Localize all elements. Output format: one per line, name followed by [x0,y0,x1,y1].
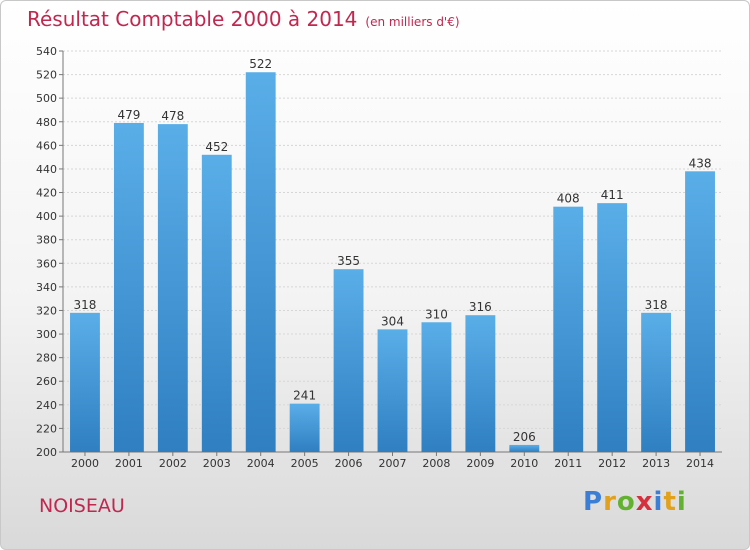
bar-value-label: 452 [205,140,228,154]
y-tick-label: 440 [36,163,57,176]
y-tick-label: 360 [36,257,57,270]
logo-letter: t [663,487,677,517]
bar [201,154,232,452]
bar [333,269,364,452]
x-tick-label: 2005 [291,457,319,470]
y-tick-label: 220 [36,422,57,435]
bar [113,122,144,452]
x-tick-label: 2001 [115,457,143,470]
y-tick-label: 340 [36,281,57,294]
bar [70,312,100,452]
y-tick-label: 500 [36,92,57,105]
y-tick-label: 280 [36,352,57,365]
bar [509,444,540,452]
chart-title-text: Résultat Comptable 2000 à 2014 [27,7,358,31]
bar [465,315,496,452]
bar-value-label: 438 [689,156,712,170]
bar-value-label: 241 [293,389,316,403]
bar-value-label: 411 [601,188,624,202]
x-tick-label: 2002 [159,457,187,470]
x-tick-label: 2014 [686,457,714,470]
bar-value-label: 318 [645,298,668,312]
x-tick-label: 2003 [203,457,231,470]
x-tick-label: 2008 [422,457,450,470]
y-tick-label: 260 [36,375,57,388]
x-tick-label: 2011 [554,457,582,470]
bar-value-label: 206 [513,430,536,444]
bar-value-label: 478 [161,109,184,123]
bar [289,403,320,452]
x-tick-label: 2012 [598,457,626,470]
bar-value-label: 316 [469,300,492,314]
chart-subtitle: (en milliers d'€) [365,15,460,29]
y-tick-label: 460 [36,139,57,152]
bar-value-label: 318 [74,298,97,312]
logo-letter: i [653,487,664,517]
proxiti-logo: Proxiti [583,487,687,517]
bar-value-label: 522 [249,57,272,71]
x-tick-label: 2013 [642,457,670,470]
bar-value-label: 408 [557,192,580,206]
y-tick-label: 200 [36,446,57,459]
x-tick-label: 2004 [247,457,275,470]
bar [641,312,672,452]
bars [70,72,715,453]
y-tick-label: 240 [36,399,57,412]
y-tick-label: 540 [36,45,57,58]
logo-letter: x [635,487,654,517]
logo-letter: i [676,487,687,517]
y-tick-label: 480 [36,116,57,129]
y-tick-label: 420 [36,187,57,200]
logo-letter: r [603,487,617,517]
bar [685,171,715,453]
y-tick-label: 300 [36,328,57,341]
bar-value-label: 304 [381,314,404,328]
bar [553,206,584,452]
x-tick-label: 2007 [379,457,407,470]
bar [377,329,408,452]
y-tick-label: 400 [36,210,57,223]
logo-letter: o [616,487,636,517]
chart-title: Résultat Comptable 2000 à 2014 (en millie… [27,7,460,31]
x-tick-label: 2009 [466,457,494,470]
bar [597,203,628,452]
bar-value-label: 310 [425,307,448,321]
logo-letter: P [583,487,604,517]
x-tick-label: 2000 [71,457,99,470]
y-tick-label: 520 [36,69,57,82]
bar-value-label: 355 [337,254,360,268]
x-tick-label: 2006 [335,457,363,470]
bar [157,124,188,452]
y-tick-label: 320 [36,304,57,317]
bar [245,72,276,453]
y-tick-label: 380 [36,234,57,247]
bar [421,322,452,452]
bar-value-label: 479 [117,108,140,122]
data-labels: 318 479 478 452 522 241 355 304 310 316 206 408 411 3… [74,57,712,444]
x-tick-label: 2010 [510,457,538,470]
location-name: NOISEAU [39,495,125,517]
